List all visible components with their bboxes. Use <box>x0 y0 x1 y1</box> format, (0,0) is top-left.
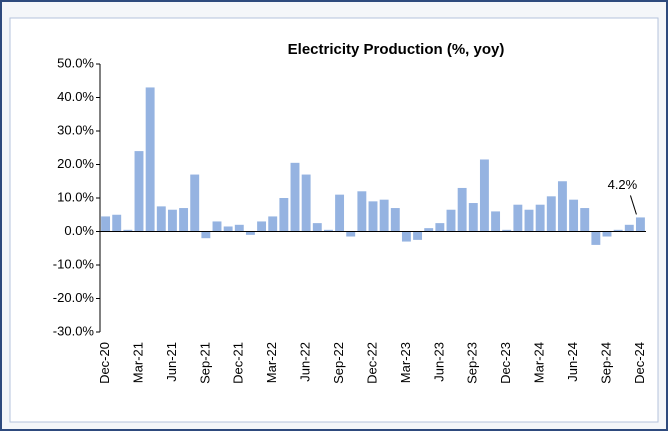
x-tick-label: Mar-21 <box>130 342 145 383</box>
bar <box>424 228 434 232</box>
y-tick-label: 20.0% <box>57 156 94 171</box>
x-tick-label: Sep-23 <box>465 342 480 384</box>
bar <box>234 224 244 232</box>
value-label: 4.2% <box>608 177 638 192</box>
x-tick-label: Mar-24 <box>532 342 547 383</box>
bar <box>101 216 111 232</box>
bar <box>557 181 567 232</box>
label-leader <box>629 195 637 215</box>
x-tick-label: Dec-20 <box>97 342 112 384</box>
bar <box>167 209 177 232</box>
x-tick-label: Jun-21 <box>164 342 179 382</box>
chart-title: Electricity Production (%, yoy) <box>288 41 505 58</box>
bar <box>546 196 556 232</box>
y-tick-label: -30.0% <box>53 323 95 338</box>
bar <box>268 216 278 232</box>
bar <box>513 204 523 232</box>
bar <box>201 231 211 239</box>
bar <box>156 206 166 232</box>
bar <box>591 231 601 245</box>
bar <box>368 201 378 232</box>
y-tick-label: 50.0% <box>57 55 94 70</box>
x-tick-label: Dec-24 <box>632 342 647 384</box>
bar <box>346 231 356 237</box>
x-tick-label: Mar-22 <box>264 342 279 383</box>
bar <box>435 223 445 232</box>
bar <box>569 199 579 232</box>
bar <box>212 221 222 232</box>
bar <box>190 174 200 232</box>
bar <box>390 208 400 232</box>
x-tick-label: Mar-23 <box>398 342 413 383</box>
bar <box>245 231 255 235</box>
x-tick-label: Jun-24 <box>565 342 580 382</box>
y-tick-label: -20.0% <box>53 290 95 305</box>
bar <box>335 194 345 232</box>
bar <box>279 198 289 232</box>
bar <box>580 208 590 232</box>
bar <box>379 199 389 232</box>
y-tick-label: 40.0% <box>57 89 94 104</box>
bar <box>323 229 333 232</box>
bar <box>446 209 456 232</box>
x-tick-label: Dec-22 <box>364 342 379 384</box>
y-tick-label: 0.0% <box>64 223 94 238</box>
bar <box>468 203 478 232</box>
bar <box>491 211 501 232</box>
x-tick-label: Jun-23 <box>431 342 446 382</box>
bar <box>401 231 411 242</box>
bar <box>257 221 267 232</box>
bar <box>145 87 155 232</box>
bar <box>290 162 300 232</box>
x-tick-label: Sep-21 <box>197 342 212 384</box>
bar <box>301 174 311 232</box>
bar <box>357 191 367 232</box>
bar <box>179 208 189 232</box>
bar <box>413 231 423 240</box>
x-tick-label: Dec-23 <box>498 342 513 384</box>
bar <box>524 209 534 232</box>
bar <box>134 151 144 232</box>
bar <box>635 217 645 232</box>
bar <box>624 224 634 232</box>
x-tick-label: Dec-21 <box>231 342 246 384</box>
bar <box>123 229 133 232</box>
y-tick-label: -10.0% <box>53 256 95 271</box>
bar <box>602 231 612 237</box>
x-tick-label: Sep-24 <box>598 342 613 384</box>
y-tick-label: 10.0% <box>57 189 94 204</box>
bar <box>457 187 467 232</box>
bar <box>112 214 122 232</box>
bar <box>312 223 322 232</box>
x-tick-label: Jun-22 <box>298 342 313 382</box>
bar <box>502 229 512 232</box>
bar <box>223 226 233 232</box>
bar <box>479 159 489 232</box>
bar <box>535 204 545 232</box>
x-tick-label: Sep-22 <box>331 342 346 384</box>
bar <box>613 229 623 232</box>
y-tick-label: 30.0% <box>57 122 94 137</box>
